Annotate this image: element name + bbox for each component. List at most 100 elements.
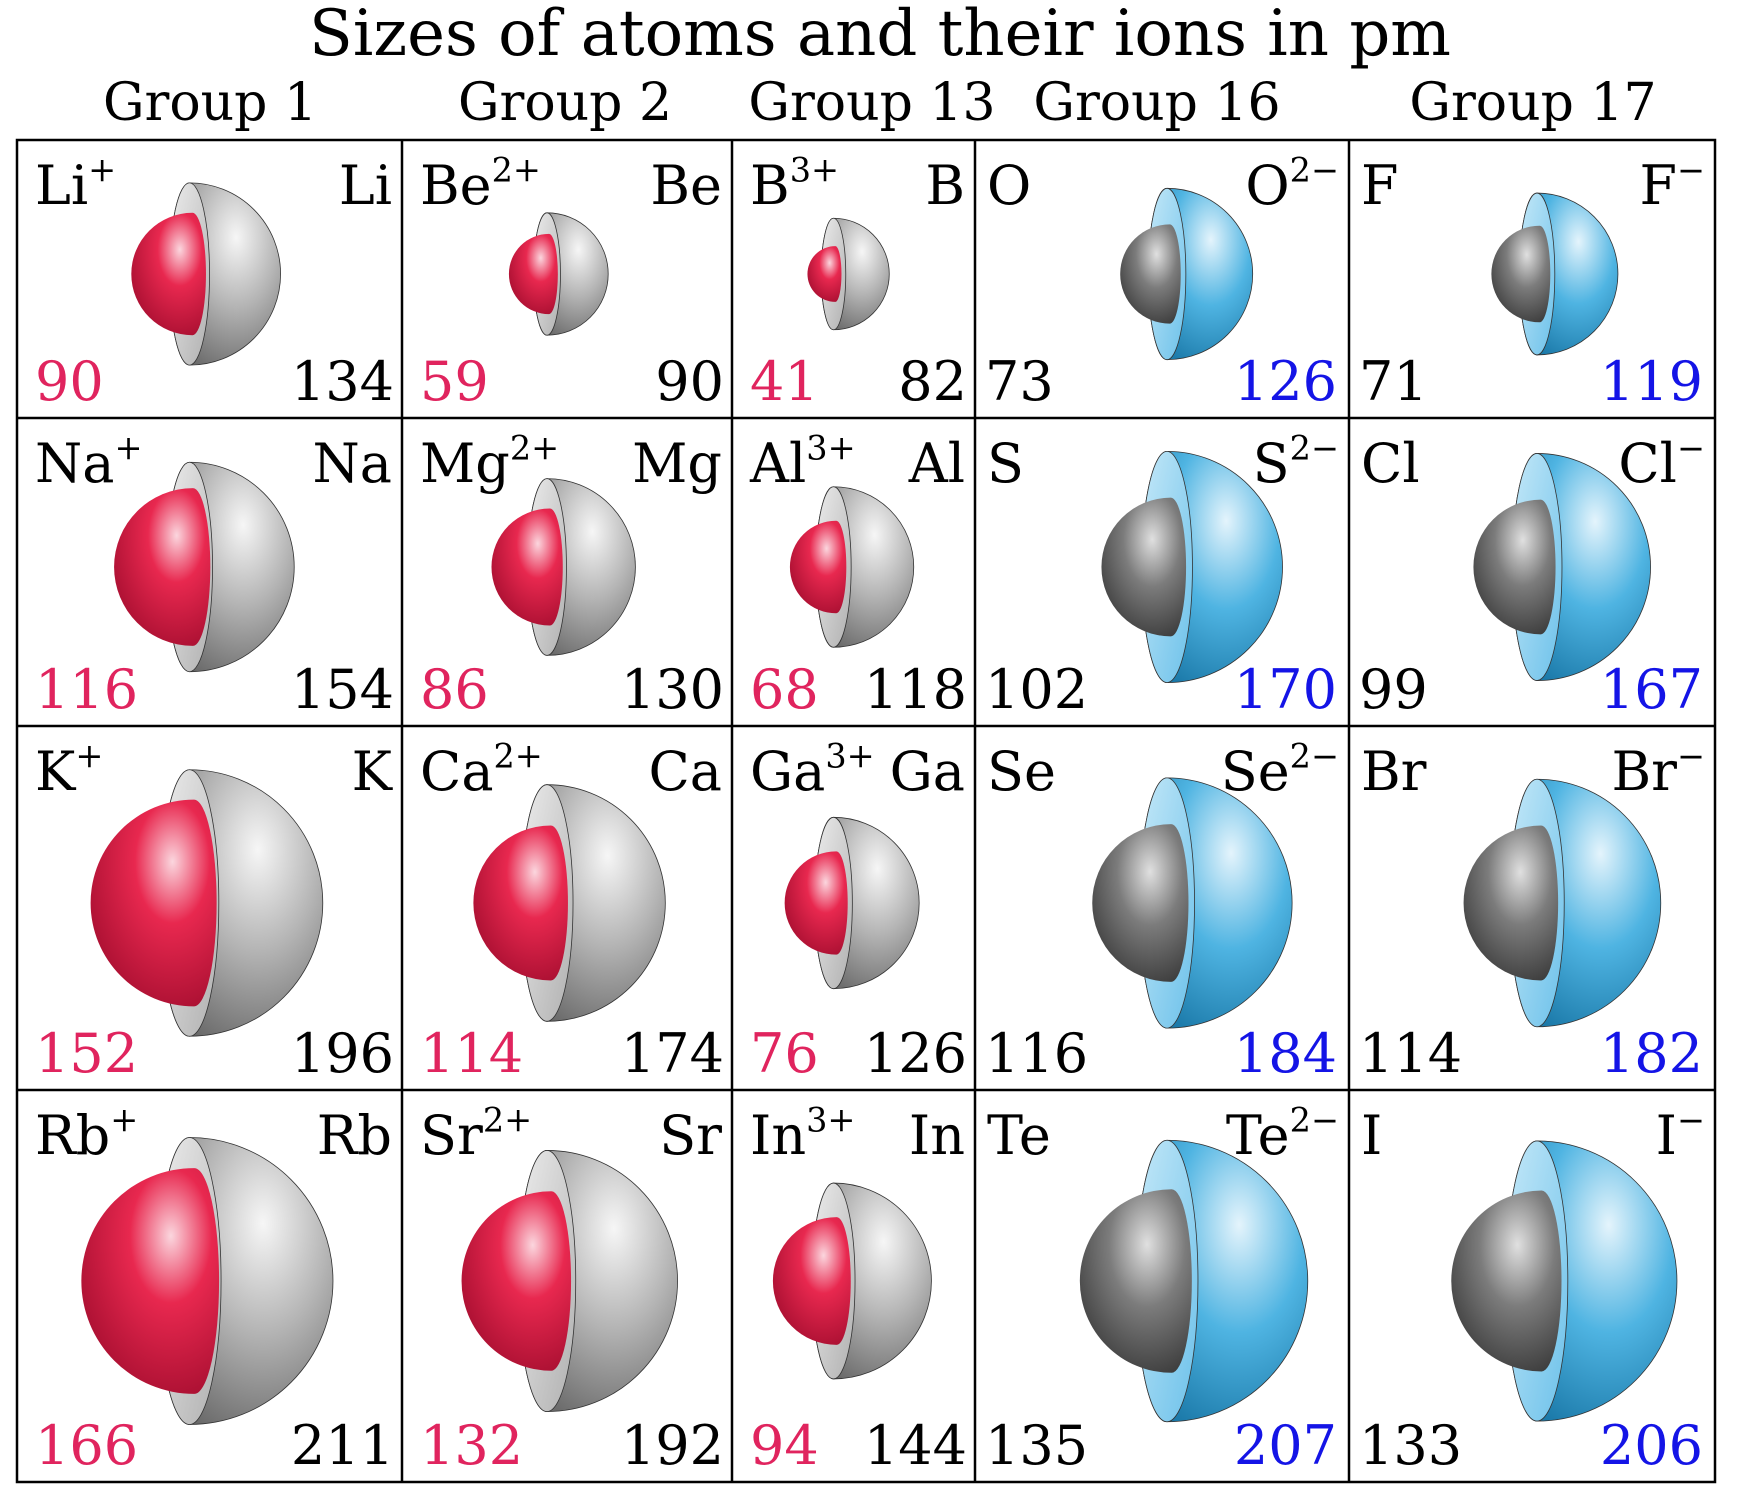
atom-sphere-te: [1079, 1189, 1192, 1373]
ion-radius-be: 59: [420, 350, 489, 413]
ion-sphere-in: [772, 1217, 851, 1345]
atom-radius-se: 116: [985, 1022, 1088, 1085]
figure-title: Sizes of atoms and their ions in pm: [309, 0, 1451, 71]
ion-symbol-te: Te2−: [1226, 1100, 1339, 1167]
ion-sphere-b: [807, 246, 842, 302]
atom-symbol-al: Al: [908, 432, 965, 495]
ion-radius-sr: 132: [420, 1414, 523, 1477]
cell-in: In3+ In 94 144: [750, 1100, 967, 1477]
atom-symbol-cl: Cl: [1361, 432, 1420, 495]
ion-symbol-ga: Ga3+: [750, 736, 875, 803]
atom-symbol-te: Te: [987, 1104, 1051, 1167]
group-header-13: Group 13: [748, 73, 995, 133]
cell-cl: Cl Cl− 99 167: [1359, 428, 1705, 721]
atom-radius-in: 144: [864, 1414, 967, 1477]
ion-symbol-al: Al3+: [749, 428, 856, 495]
group-header-16: Group 16: [1033, 73, 1280, 133]
cell-ga: Ga3+ Ga 76 126: [750, 736, 967, 1085]
cell-te: Te Te2− 135 207: [985, 1100, 1339, 1477]
atom-symbol-be: Be: [650, 154, 722, 217]
ion-symbol-na: Na+: [35, 428, 143, 495]
ion-sphere-ca: [473, 825, 568, 981]
grid-border: [15, 138, 1717, 1484]
ion-symbol-br: Br−: [1611, 736, 1705, 803]
cell-f: F F− 71 119: [1359, 150, 1705, 413]
atom-symbol-f: F: [1361, 154, 1398, 217]
cell-rb: Rb+ Rb 166 211: [35, 1100, 394, 1477]
atom-symbol-o: O: [987, 154, 1031, 217]
ion-sphere-sr: [461, 1191, 572, 1371]
ion-radius-se: 184: [1234, 1022, 1337, 1085]
atom-radius-al: 118: [864, 658, 967, 721]
ion-radius-li: 90: [35, 350, 104, 413]
atom-radius-te: 135: [985, 1414, 1088, 1477]
atom-symbol-in: In: [909, 1104, 965, 1167]
ion-radius-ga: 76: [750, 1022, 819, 1085]
ion-symbol-be: Be2+: [420, 150, 541, 217]
ion-radius-cl: 167: [1600, 658, 1703, 721]
cell-o: O O2− 73 126: [985, 150, 1339, 413]
cell-i: I I− 133 206: [1359, 1100, 1705, 1477]
atom-radius-mg: 130: [621, 658, 724, 721]
ion-symbol-b: B3+: [750, 150, 839, 217]
ion-sphere-be: [508, 233, 558, 315]
cell-ca: Ca2+ Ca 114 174: [420, 736, 724, 1085]
atom-symbol-na: Na: [313, 432, 392, 495]
atom-sphere-s: [1101, 497, 1187, 637]
ion-radius-te: 207: [1234, 1414, 1337, 1477]
ion-sphere-al: [789, 520, 847, 614]
atom-symbol-mg: Mg: [632, 432, 722, 495]
atom-radius-o: 73: [985, 350, 1054, 413]
atom-symbol-ga: Ga: [890, 740, 965, 803]
atom-radius-f: 71: [1359, 350, 1428, 413]
atom-radius-i: 133: [1359, 1414, 1462, 1477]
ion-sphere-rb: [81, 1168, 220, 1394]
atom-sphere-o: [1120, 224, 1181, 324]
cell-na: Na+ Na 116 154: [35, 428, 394, 721]
element-cells: Li+ Li 90 134 Be2+ Be 59 90 B3+ B 41 82 O O2− 73 126 F F−…: [35, 150, 1705, 1477]
ion-symbol-o: O2−: [1245, 150, 1339, 217]
atom-symbol-b: B: [925, 154, 965, 217]
atom-sphere-i: [1451, 1190, 1562, 1372]
ion-sphere-k: [90, 799, 217, 1007]
atom-symbol-li: Li: [339, 154, 392, 217]
atom-radius-li: 134: [291, 350, 394, 413]
periodic-grid: [15, 138, 1717, 1484]
group-headers: Group 1 Group 2 Group 13 Group 16 Group …: [103, 73, 1657, 133]
atom-symbol-se: Se: [987, 740, 1056, 803]
ion-radius-f: 119: [1600, 350, 1703, 413]
ion-radius-rb: 166: [35, 1414, 138, 1477]
atom-symbol-s: S: [987, 432, 1024, 495]
ion-symbol-in: In3+: [750, 1100, 855, 1167]
cell-li: Li+ Li 90 134: [35, 150, 394, 413]
ion-symbol-cl: Cl−: [1618, 428, 1705, 495]
ion-radius-al: 68: [750, 658, 819, 721]
ion-sphere-li: [131, 212, 206, 336]
cell-al: Al3+ Al 68 118: [749, 428, 967, 721]
ion-symbol-se: Se2−: [1221, 736, 1339, 803]
cell-mg: Mg2+ Mg 86 130: [420, 428, 724, 721]
cell-s: S S2− 102 170: [985, 428, 1339, 721]
ion-sphere-mg: [491, 508, 563, 626]
atom-symbol-i: I: [1361, 1104, 1382, 1167]
atom-radius-ca: 174: [621, 1022, 724, 1085]
ion-sphere-na: [114, 488, 211, 646]
ion-symbol-i: I−: [1656, 1100, 1705, 1167]
atom-sphere-se: [1092, 824, 1189, 982]
atom-sphere-cl: [1473, 499, 1556, 635]
ion-symbol-f: F−: [1639, 150, 1705, 217]
atom-radius-sr: 192: [621, 1414, 724, 1477]
group-header-17: Group 17: [1409, 73, 1656, 133]
ion-symbol-k: K+: [35, 736, 103, 803]
cell-k: K+ K 152 196: [35, 736, 394, 1085]
atom-radius-ga: 126: [864, 1022, 967, 1085]
atom-symbol-rb: Rb: [317, 1104, 392, 1167]
group-header-2: Group 2: [458, 73, 672, 133]
atom-sphere-f: [1491, 225, 1551, 323]
atom-radius-be: 90: [655, 350, 724, 413]
atom-radius-br: 114: [1359, 1022, 1462, 1085]
ion-radius-mg: 86: [420, 658, 489, 721]
atom-radius-b: 82: [898, 350, 967, 413]
atom-symbol-sr: Sr: [659, 1104, 722, 1167]
atom-radius-na: 154: [291, 658, 394, 721]
